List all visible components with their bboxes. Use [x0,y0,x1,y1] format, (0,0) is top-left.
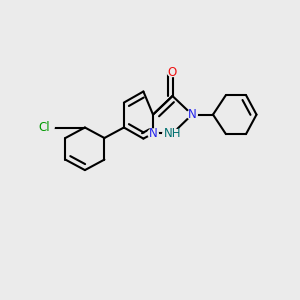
Text: Cl: Cl [39,121,50,134]
Text: O: O [168,65,177,79]
Text: NH: NH [164,127,181,140]
Ellipse shape [162,128,183,139]
Text: N: N [148,127,158,140]
Ellipse shape [147,128,159,139]
Ellipse shape [186,109,198,120]
Text: N: N [188,108,196,121]
Ellipse shape [34,122,55,133]
Ellipse shape [167,67,178,77]
